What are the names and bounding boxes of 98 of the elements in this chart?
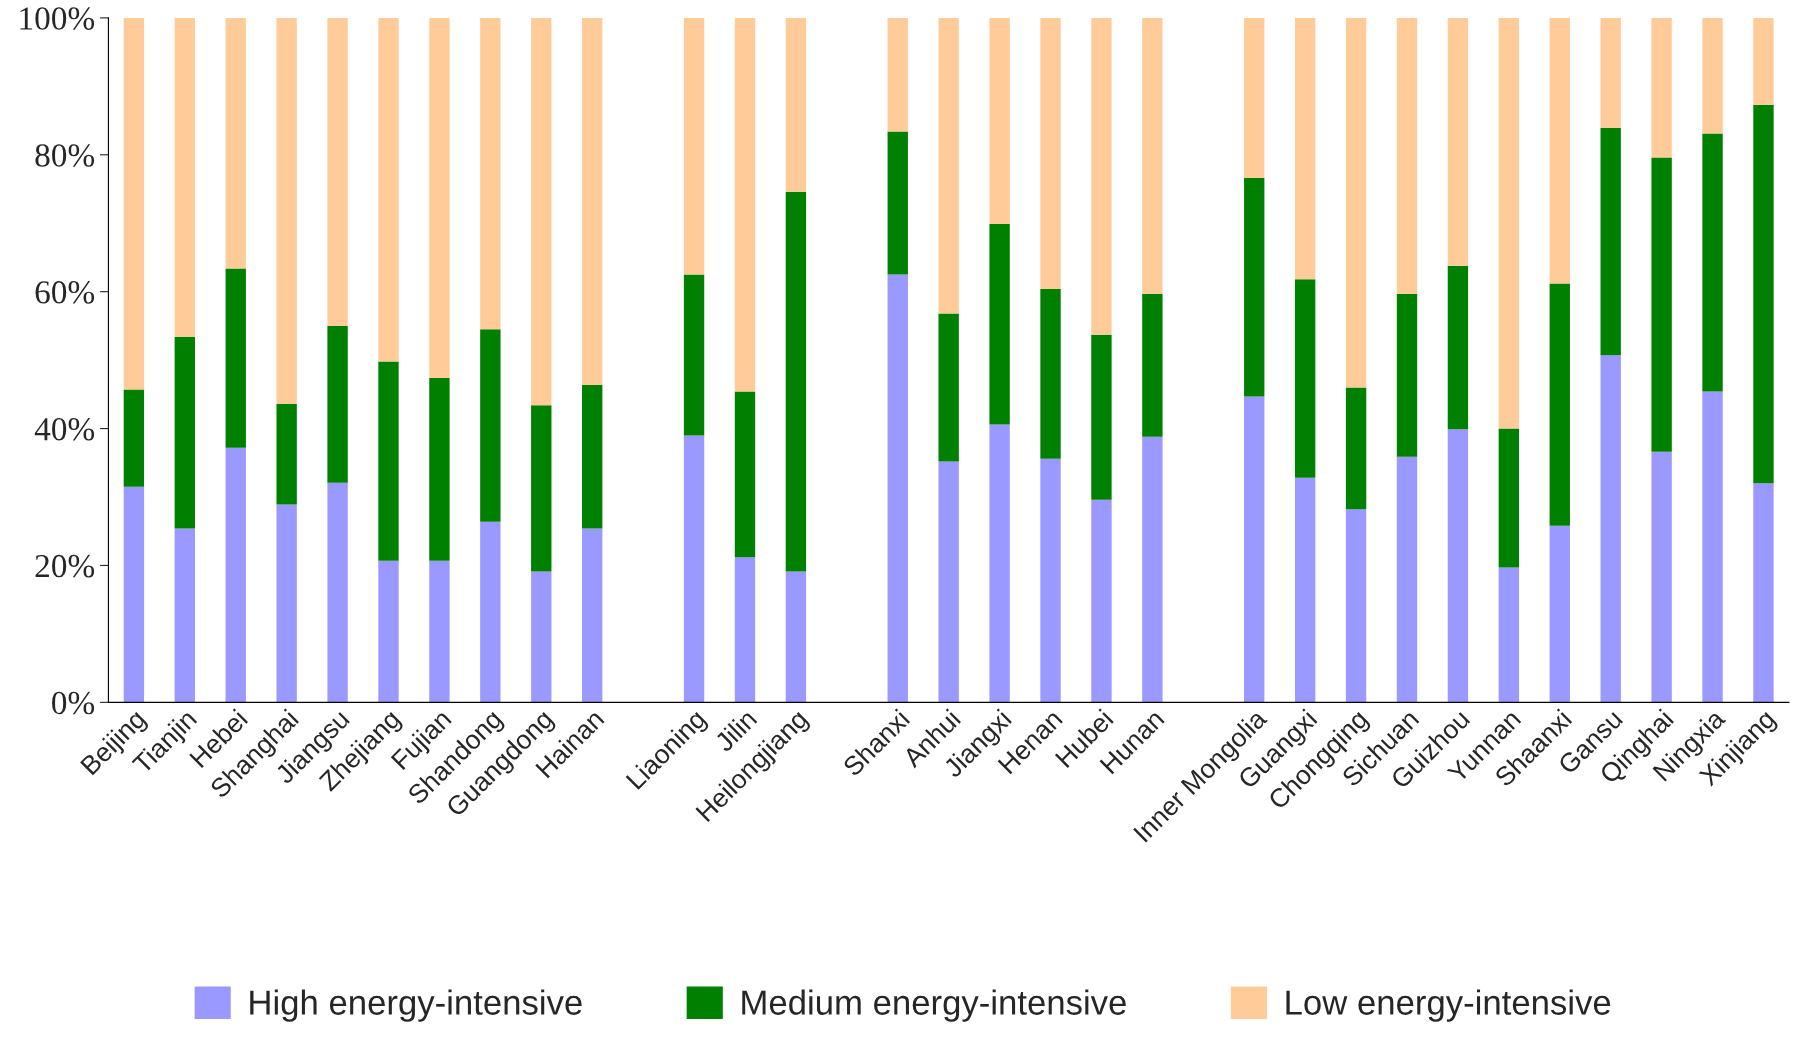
bar [1142,17,1163,294]
bar [887,17,908,132]
bar [938,17,959,314]
bar [1142,436,1163,703]
bar [1244,396,1265,703]
bar [1651,451,1672,703]
bar [1447,265,1469,430]
bar [989,17,1010,224]
bar [785,571,807,703]
bar [1600,355,1621,703]
bar [480,329,501,522]
bar [1040,288,1061,459]
bar [480,521,501,703]
bar [1549,283,1570,526]
bar [1549,525,1570,703]
bar [276,17,297,404]
y-tick-label: 80% [35,144,95,167]
y-tick-label: 40% [34,417,95,441]
bar [582,528,603,703]
bar [1142,293,1163,437]
bar [225,447,246,703]
bar [683,435,705,703]
bar [429,377,450,561]
bar [378,560,399,703]
bar [887,131,908,275]
bar [1091,334,1112,500]
bar [1600,128,1621,356]
bar [683,17,705,275]
bar [123,389,145,487]
bar [1345,509,1367,703]
bar [1091,17,1112,335]
bar [1651,157,1672,452]
bar [734,17,756,392]
bar [1498,567,1520,703]
bar [938,461,959,703]
bar [1091,499,1112,703]
bar [1396,293,1418,457]
bar [1345,17,1367,388]
bar [989,424,1010,703]
bar [1702,133,1723,392]
y-tick-label: 60% [35,281,95,304]
bar [531,571,552,703]
bar [174,17,195,337]
legend-label: Medium energy-intensive [742,989,1126,1022]
bar [1294,477,1316,703]
bar [327,482,348,703]
bar [1753,104,1774,484]
bar [378,361,399,561]
bar [785,191,807,572]
bar [1498,17,1520,429]
bar [1447,429,1469,703]
bar [582,384,603,529]
bar [1396,456,1418,703]
legend-label: Low energy-intensive [1286,989,1611,1022]
bar [531,17,552,406]
bar [174,528,195,703]
bar [1702,17,1723,134]
bar [734,391,756,558]
bar [1244,17,1265,179]
bar [327,325,348,483]
bar [1600,17,1621,129]
bar [1396,17,1418,294]
bar [1702,391,1723,703]
bar [1294,279,1316,478]
bar [429,17,450,378]
legend-label: High energy-intensive [250,989,582,1022]
bar [734,557,756,703]
bar [327,17,348,326]
bar [1753,483,1774,703]
bar [123,17,145,390]
bar [480,17,501,330]
bar [225,268,246,448]
bar [531,405,552,572]
bar [1040,17,1061,289]
bar [225,17,246,269]
bar [276,403,297,505]
bar [582,17,603,385]
bar [1651,17,1672,158]
bar [1294,17,1316,280]
bar [1244,178,1265,397]
bar [276,504,297,703]
bar [1549,17,1570,284]
bar [429,560,450,703]
bar [1447,17,1469,266]
bar [1498,428,1520,568]
bar [378,17,399,362]
bar [123,486,145,703]
bar [1753,17,1774,105]
y-tick-label: 20% [35,554,95,578]
bar [887,274,908,703]
bar [785,17,807,192]
bar [683,274,705,436]
y-tick-label: 100% [20,7,95,30]
bar [1040,458,1061,703]
bar [989,223,1010,425]
bar [1345,387,1367,510]
bar [174,336,195,529]
bar [938,313,959,462]
